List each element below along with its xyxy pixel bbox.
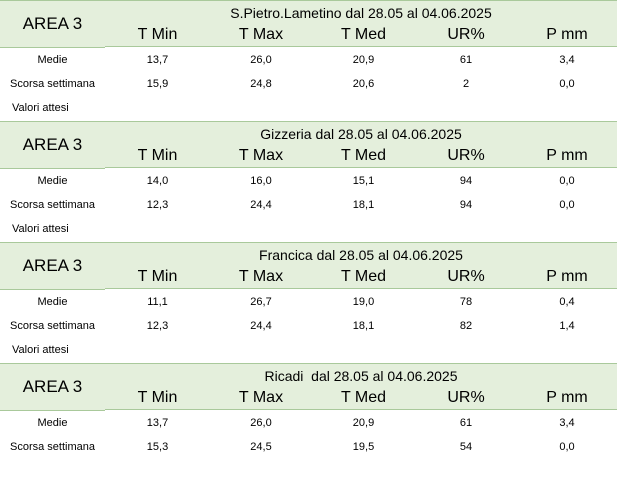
- row-scorsa-settimana: Scorsa settimana 15,3 24,5 19,5 54 0,0: [0, 436, 617, 458]
- cell: 20,9: [352, 417, 375, 429]
- col-t-med: T Med: [340, 389, 387, 406]
- row-label: Scorsa settimana: [10, 441, 95, 453]
- station-block-ricadi: AREA 3 Ricadi dal 28.05 al 04.06.2025 T …: [0, 363, 617, 483]
- row-medie: Medie 13,7 26,0 20,9 61 3,4: [0, 412, 617, 434]
- col-p-mm: P mm: [546, 268, 588, 285]
- row-medie: Medie 14,0 16,0 15,1 94 0,0: [0, 170, 617, 192]
- col-t-max: T Max: [238, 26, 284, 43]
- row-label: Valori attesi: [12, 223, 69, 235]
- col-ur: UR%: [447, 389, 485, 406]
- row-scorsa-settimana: Scorsa settimana 12,3 24,4 18,1 94 0,0: [0, 194, 617, 216]
- col-t-min: T Min: [137, 268, 178, 285]
- area-label: AREA 3: [0, 363, 105, 411]
- cell: 94: [459, 199, 473, 211]
- col-t-max: T Max: [238, 389, 284, 406]
- row-label: Medie: [37, 417, 68, 429]
- col-t-min: T Min: [137, 389, 178, 406]
- cell: 13,7: [146, 54, 169, 66]
- cell: 94: [459, 175, 473, 187]
- row-label: Medie: [37, 296, 68, 308]
- area-label: AREA 3: [0, 242, 105, 290]
- cell: 3,4: [559, 54, 575, 66]
- col-ur: UR%: [447, 26, 485, 43]
- row-label: Valori attesi: [12, 344, 69, 356]
- cell: 12,3: [146, 199, 169, 211]
- cell: 12,3: [146, 320, 169, 332]
- col-ur: UR%: [447, 147, 485, 164]
- row-label: Medie: [37, 54, 68, 66]
- col-t-max: T Max: [238, 268, 284, 285]
- row-label: Valori attesi: [12, 102, 69, 114]
- row-medie: Medie 13,7 26,0 20,9 61 3,4: [0, 49, 617, 71]
- row-scorsa-settimana: Scorsa settimana 12,3 24,4 18,1 82 1,4: [0, 315, 617, 337]
- col-p-mm: P mm: [546, 147, 588, 164]
- row-label: Scorsa settimana: [10, 78, 95, 90]
- row-label: Scorsa settimana: [10, 199, 95, 211]
- cell: 15,3: [146, 441, 169, 453]
- cell: 19,5: [352, 441, 375, 453]
- cell: 78: [459, 296, 473, 308]
- cell: 26,0: [250, 417, 272, 429]
- column-header-row: T Min T Max T Med UR% P mm: [105, 24, 617, 47]
- cell: 24,5: [250, 441, 272, 453]
- col-t-max: T Max: [238, 147, 284, 164]
- cell: 11,1: [147, 296, 168, 308]
- column-header-row: T Min T Max T Med UR% P mm: [105, 266, 617, 289]
- cell: 19,0: [352, 296, 375, 308]
- cell: 20,6: [352, 78, 375, 90]
- col-t-med: T Med: [340, 26, 387, 43]
- cell: 0,0: [559, 199, 575, 211]
- station-title: Francica dal 28.05 al 04.06.2025: [105, 242, 617, 267]
- cell: 0,0: [559, 78, 575, 90]
- station-title: Ricadi dal 28.05 al 04.06.2025: [105, 363, 617, 388]
- station-block-s-pietro: AREA 3 S.Pietro.Lametino dal 28.05 al 04…: [0, 0, 617, 120]
- row-valori-attesi: Valori attesi: [0, 339, 617, 361]
- row-valori-attesi: Valori attesi: [0, 97, 617, 119]
- cell: 1,4: [559, 320, 575, 332]
- cell: 0,0: [559, 441, 575, 453]
- col-ur: UR%: [447, 268, 485, 285]
- col-t-min: T Min: [137, 147, 178, 164]
- cell: 61: [459, 54, 473, 66]
- col-t-med: T Med: [340, 268, 387, 285]
- row-valori-attesi: Valori attesi: [0, 218, 617, 240]
- col-t-med: T Med: [340, 147, 387, 164]
- cell: 24,4: [250, 320, 272, 332]
- col-p-mm: P mm: [546, 26, 588, 43]
- cell: 82: [459, 320, 473, 332]
- cell: 3,4: [559, 417, 575, 429]
- area-label: AREA 3: [0, 0, 105, 48]
- cell: 16,0: [250, 175, 272, 187]
- cell: 54: [459, 441, 473, 453]
- row-scorsa-settimana: Scorsa settimana 15,9 24,8 20,6 2 0,0: [0, 73, 617, 95]
- col-t-min: T Min: [137, 26, 178, 43]
- cell: 13,7: [146, 417, 169, 429]
- cell: 26,7: [250, 296, 272, 308]
- cell: 24,4: [250, 199, 272, 211]
- cell: 24,8: [250, 78, 272, 90]
- cell: 18,1: [352, 199, 375, 211]
- row-label: Scorsa settimana: [10, 320, 95, 332]
- cell: 18,1: [352, 320, 375, 332]
- cell: 61: [459, 417, 473, 429]
- cell: 2: [462, 78, 470, 90]
- cell: 14,0: [146, 175, 169, 187]
- cell: 26,0: [250, 54, 272, 66]
- row-medie: Medie 11,1 26,7 19,0 78 0,4: [0, 291, 617, 313]
- col-p-mm: P mm: [546, 389, 588, 406]
- station-block-gizzeria: AREA 3 Gizzeria dal 28.05 al 04.06.2025 …: [0, 121, 617, 241]
- column-header-row: T Min T Max T Med UR% P mm: [105, 387, 617, 410]
- area-label: AREA 3: [0, 121, 105, 169]
- cell: 15,9: [146, 78, 169, 90]
- cell: 0,0: [559, 175, 575, 187]
- station-title: S.Pietro.Lametino dal 28.05 al 04.06.202…: [105, 0, 617, 25]
- cell: 0,4: [559, 296, 575, 308]
- row-label: Medie: [37, 175, 68, 187]
- cell: 15,1: [352, 175, 375, 187]
- station-title: Gizzeria dal 28.05 al 04.06.2025: [105, 121, 617, 146]
- column-header-row: T Min T Max T Med UR% P mm: [105, 145, 617, 168]
- station-block-francica: AREA 3 Francica dal 28.05 al 04.06.2025 …: [0, 242, 617, 362]
- cell: 20,9: [352, 54, 375, 66]
